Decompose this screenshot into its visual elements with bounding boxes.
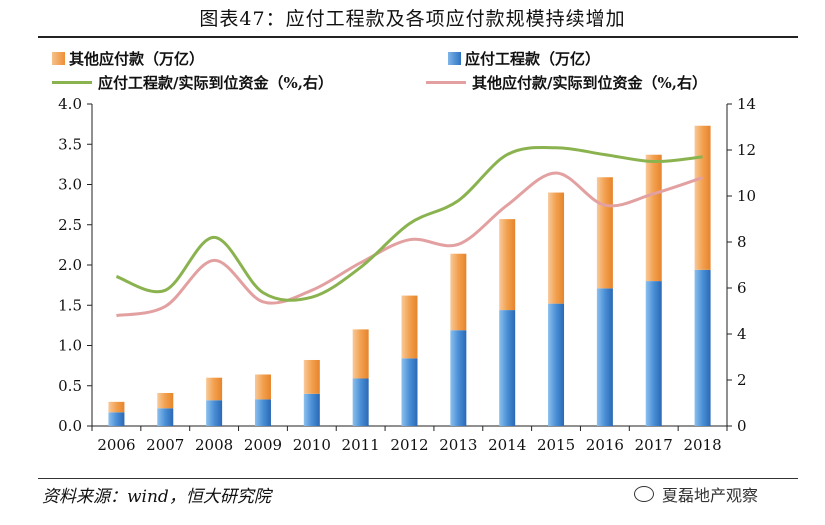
legend-other-ratio: 其他应付款/实际到位资金（%,右） bbox=[426, 72, 707, 93]
bar-other-payables bbox=[596, 177, 613, 289]
bars-group bbox=[108, 125, 711, 426]
x-tick-label: 2017 bbox=[635, 436, 673, 454]
y-tick-label-right: 10 bbox=[737, 187, 756, 205]
bar-other-payables bbox=[694, 125, 711, 270]
line-other-ratio bbox=[116, 171, 704, 318]
legend-engineering-payables: 应付工程款（万亿） bbox=[448, 48, 600, 69]
bar-other-payables bbox=[548, 192, 565, 304]
watermark: 夏磊地产观察 bbox=[634, 482, 758, 506]
bar-engineering-payables bbox=[157, 408, 174, 426]
legend-engineering-ratio: 应付工程款/实际到位资金（%,右） bbox=[52, 72, 333, 93]
bar-other-payables bbox=[352, 329, 369, 379]
y-tick-label-left: 1.5 bbox=[58, 296, 82, 314]
bar-other-payables bbox=[157, 392, 174, 409]
bar-engineering-payables bbox=[108, 412, 125, 426]
legend-label-engineering-ratio: 应付工程款/实际到位资金（%,右） bbox=[98, 74, 333, 92]
legend-label-engineering-payables: 应付工程款（万亿） bbox=[465, 50, 601, 68]
y-tick-label-left: 0.0 bbox=[58, 417, 82, 435]
legend-swatch-other-line bbox=[426, 81, 466, 84]
x-tick-label: 2013 bbox=[439, 436, 477, 454]
y-tick-label-left: 2.0 bbox=[58, 256, 82, 274]
bar-other-payables bbox=[450, 253, 467, 331]
line-engineering-ratio bbox=[115, 146, 703, 302]
bar-engineering-payables bbox=[596, 288, 613, 426]
y-tick-label-left: 3.5 bbox=[58, 135, 82, 153]
bar-other-payables bbox=[206, 377, 223, 401]
bar-other-payables bbox=[499, 219, 516, 311]
title-divider bbox=[38, 36, 798, 38]
bar-other-payables bbox=[401, 295, 418, 359]
y-tick-label-right: 6 bbox=[737, 279, 747, 297]
x-tick-label: 2018 bbox=[683, 436, 721, 454]
y-tick-label-right: 2 bbox=[737, 371, 747, 389]
legend-swatch-engineering-line bbox=[52, 81, 92, 84]
legend-swatch-other-bar bbox=[52, 52, 65, 65]
legend-label-other-payables: 其他应付款（万亿） bbox=[69, 50, 205, 68]
watermark-label: 夏磊地产观察 bbox=[662, 486, 759, 505]
bar-engineering-payables bbox=[352, 378, 369, 426]
x-tick-label: 2011 bbox=[342, 436, 380, 454]
y-tick-label-right: 4 bbox=[737, 325, 747, 343]
y-tick-label-right: 0 bbox=[737, 417, 747, 435]
bar-engineering-payables bbox=[499, 310, 516, 426]
bar-engineering-payables bbox=[694, 269, 711, 426]
legend-swatch-engineering-bar bbox=[448, 52, 461, 65]
bar-engineering-payables bbox=[548, 303, 565, 426]
legend-label-other-ratio: 其他应付款/实际到位资金（%,右） bbox=[472, 74, 707, 92]
x-tick-label: 2010 bbox=[293, 436, 331, 454]
bar-engineering-payables bbox=[401, 358, 418, 426]
bar-other-payables bbox=[645, 154, 662, 282]
bar-engineering-payables bbox=[450, 330, 467, 426]
x-tick-label: 2006 bbox=[97, 436, 135, 454]
bar-other-payables bbox=[254, 374, 271, 400]
y-tick-label-left: 1.0 bbox=[58, 337, 82, 355]
bar-engineering-payables bbox=[303, 393, 320, 426]
y-tick-label-left: 2.5 bbox=[58, 216, 82, 234]
legend-other-payables: 其他应付款（万亿） bbox=[52, 48, 204, 69]
x-tick-label: 2014 bbox=[488, 436, 526, 454]
x-tick-label: 2008 bbox=[195, 436, 233, 454]
source-note: 资料来源：wind，恒大研究院 bbox=[42, 487, 271, 507]
y-tick-label-left: 4.0 bbox=[58, 95, 82, 113]
y-tick-label-left: 0.5 bbox=[58, 377, 82, 395]
bar-engineering-payables bbox=[254, 399, 271, 426]
x-tick-label: 2007 bbox=[146, 436, 184, 454]
chart-title: 图表47：应付工程款及各项应付款规模持续增加 bbox=[199, 8, 626, 30]
x-tick-label: 2015 bbox=[537, 436, 575, 454]
bar-other-payables bbox=[303, 359, 320, 394]
y-tick-label-left: 3.0 bbox=[58, 176, 82, 194]
y-tick-label-right: 8 bbox=[737, 233, 747, 251]
bar-engineering-payables bbox=[645, 281, 662, 426]
bar-other-payables bbox=[108, 401, 125, 413]
lines-group bbox=[115, 146, 704, 318]
x-tick-label: 2009 bbox=[244, 436, 282, 454]
x-tick-label: 2012 bbox=[390, 436, 428, 454]
y-tick-label-right: 12 bbox=[737, 141, 756, 159]
footer-divider bbox=[38, 478, 798, 479]
bar-engineering-payables bbox=[206, 400, 223, 426]
wechat-icon bbox=[634, 486, 654, 502]
y-tick-label-right: 14 bbox=[737, 95, 756, 113]
x-tick-label: 2016 bbox=[586, 436, 624, 454]
axes-group: 0.0 0.5 1.0 1.5 2.0 2.5 3.0 3.5 4.0 0 2 4 6 8 10 12 14 20… bbox=[58, 95, 756, 454]
